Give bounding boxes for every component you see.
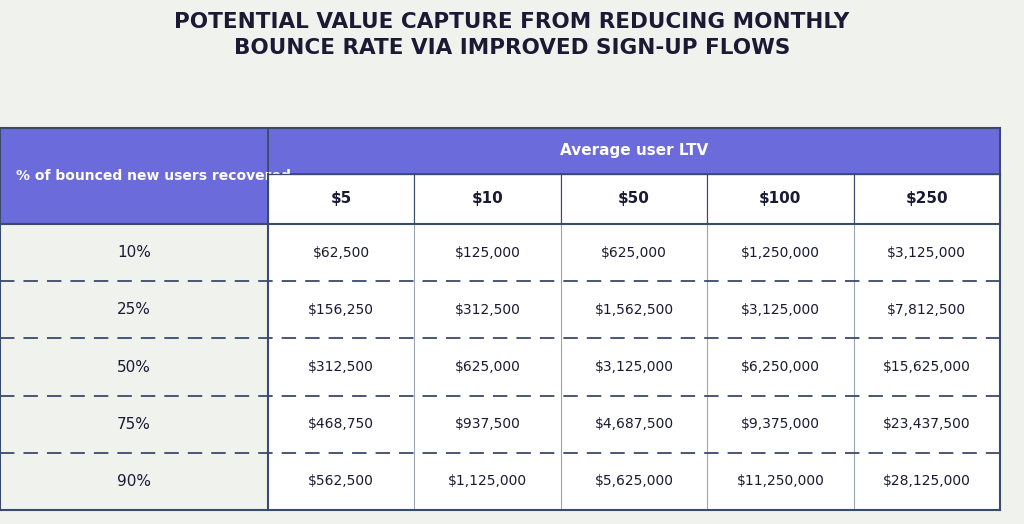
Text: 75%: 75% [117, 417, 151, 432]
Bar [561, 174, 708, 224]
Bar [708, 453, 854, 510]
Text: $1,562,500: $1,562,500 [595, 303, 674, 317]
Bar [268, 396, 415, 453]
Text: $6,250,000: $6,250,000 [741, 360, 820, 374]
Text: 90%: 90% [117, 474, 151, 489]
Bar [708, 224, 854, 281]
Bar [854, 396, 1000, 453]
Text: $15,625,000: $15,625,000 [883, 360, 971, 374]
Text: $312,500: $312,500 [308, 360, 374, 374]
Text: Average user LTV: Average user LTV [560, 144, 709, 158]
Bar [0, 339, 268, 396]
Text: $3,125,000: $3,125,000 [595, 360, 674, 374]
Bar [268, 174, 415, 224]
Bar [561, 396, 708, 453]
Text: $23,437,500: $23,437,500 [883, 417, 971, 431]
Bar [0, 128, 1000, 510]
Bar [415, 174, 561, 224]
Text: $9,375,000: $9,375,000 [741, 417, 820, 431]
Text: $11,250,000: $11,250,000 [736, 474, 824, 488]
Bar [854, 453, 1000, 510]
Bar [268, 224, 415, 281]
Bar [268, 128, 1000, 174]
Bar [561, 339, 708, 396]
Text: $937,500: $937,500 [455, 417, 520, 431]
Text: $1,250,000: $1,250,000 [741, 246, 820, 259]
Text: 50%: 50% [117, 359, 151, 375]
Bar [708, 281, 854, 339]
Text: $562,500: $562,500 [308, 474, 374, 488]
Text: $625,000: $625,000 [601, 246, 667, 259]
Bar [708, 339, 854, 396]
Text: POTENTIAL VALUE CAPTURE FROM REDUCING MONTHLY
BOUNCE RATE VIA IMPROVED SIGN-UP F: POTENTIAL VALUE CAPTURE FROM REDUCING MO… [174, 12, 850, 58]
Text: $7,812,500: $7,812,500 [887, 303, 967, 317]
Bar [415, 396, 561, 453]
Bar [0, 281, 268, 339]
Bar [708, 174, 854, 224]
Bar [708, 396, 854, 453]
Text: 10%: 10% [117, 245, 151, 260]
Text: $1,125,000: $1,125,000 [449, 474, 527, 488]
Text: $125,000: $125,000 [455, 246, 520, 259]
Text: $100: $100 [759, 191, 802, 206]
Bar [0, 128, 268, 224]
Bar [561, 224, 708, 281]
Text: $10: $10 [472, 191, 504, 206]
Text: $62,500: $62,500 [312, 246, 370, 259]
Bar [854, 174, 1000, 224]
Bar [854, 339, 1000, 396]
Bar [268, 281, 415, 339]
Text: $250: $250 [905, 191, 948, 206]
Bar [268, 453, 415, 510]
Bar [0, 453, 268, 510]
Bar [561, 453, 708, 510]
Bar [415, 281, 561, 339]
Text: 25%: 25% [117, 302, 151, 318]
Text: $5: $5 [331, 191, 352, 206]
Bar [415, 339, 561, 396]
Text: $5,625,000: $5,625,000 [595, 474, 674, 488]
Text: $312,500: $312,500 [455, 303, 520, 317]
Bar [268, 339, 415, 396]
Text: $3,125,000: $3,125,000 [741, 303, 820, 317]
Bar [415, 224, 561, 281]
Text: $50: $50 [618, 191, 650, 206]
Text: $625,000: $625,000 [455, 360, 520, 374]
Text: $4,687,500: $4,687,500 [595, 417, 674, 431]
Bar [0, 396, 268, 453]
Text: $28,125,000: $28,125,000 [883, 474, 971, 488]
Text: $468,750: $468,750 [308, 417, 374, 431]
Bar [561, 281, 708, 339]
Bar [854, 281, 1000, 339]
Text: % of bounced new users recovered: % of bounced new users recovered [16, 169, 291, 183]
Bar [0, 224, 268, 281]
Text: $156,250: $156,250 [308, 303, 374, 317]
Text: $3,125,000: $3,125,000 [888, 246, 967, 259]
Bar [854, 224, 1000, 281]
Bar [415, 453, 561, 510]
